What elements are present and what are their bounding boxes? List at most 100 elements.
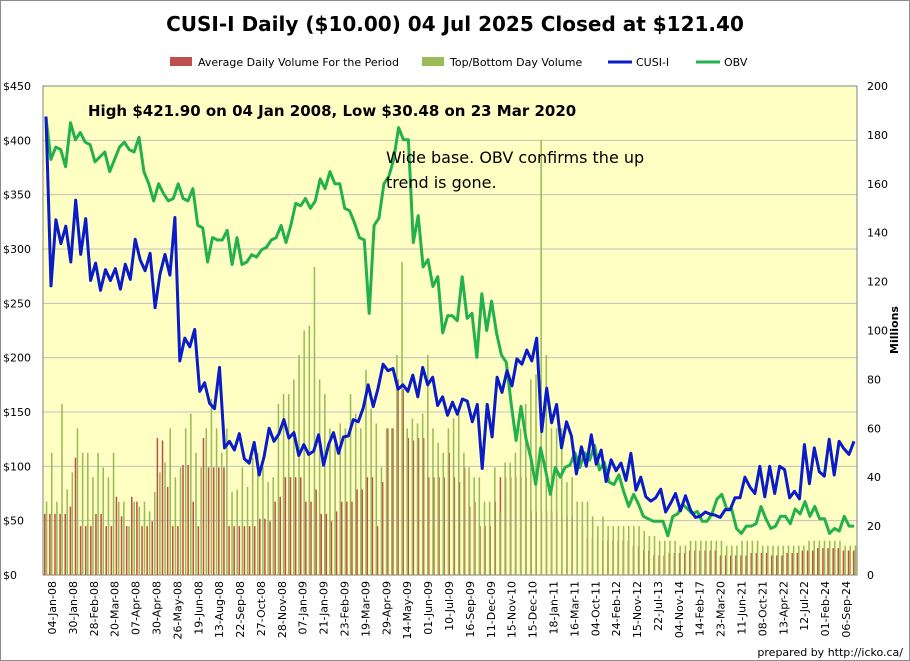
volume-bar: [715, 540, 718, 575]
volume-bar: [787, 545, 790, 575]
volume-bar: [59, 513, 61, 576]
volume-bar: [61, 403, 63, 575]
volume-bar: [740, 555, 742, 575]
volume-bar: [421, 413, 424, 575]
volume-bar: [97, 452, 99, 575]
left-tick-label: $50: [3, 515, 24, 528]
volume-bar: [463, 452, 465, 575]
x-tick-label: 22-Sep-08: [234, 581, 247, 638]
volume-bar: [190, 413, 192, 575]
volume-bar: [832, 548, 834, 575]
volume-bar: [236, 489, 238, 575]
volume-bar: [801, 550, 804, 575]
volume-bar: [49, 513, 51, 576]
volume-bar: [92, 477, 94, 575]
x-tick-label: 26-May-08: [171, 581, 184, 639]
volume-bar: [272, 477, 275, 575]
volume-bar: [293, 379, 295, 575]
x-tick-label: 07-Apr-08: [130, 581, 143, 635]
volume-bar: [45, 501, 48, 575]
volume-bar: [406, 428, 408, 575]
right-tick-label: 180: [867, 129, 888, 142]
volume-bar: [371, 477, 374, 575]
volume-bar: [849, 545, 852, 575]
top-bottom-volume-bars: [45, 139, 857, 576]
volume-bar: [736, 545, 738, 575]
volume-bar: [627, 526, 630, 575]
left-tick-label: $400: [3, 134, 31, 147]
x-tick-label: 01-Jun-09: [422, 581, 435, 635]
legend-label: OBV: [724, 56, 748, 69]
volume-bar: [375, 423, 378, 575]
volume-bar: [854, 545, 857, 575]
left-tick-label: $300: [3, 243, 31, 256]
x-tick-label: 11-Jun-21: [736, 581, 749, 635]
volume-bar: [607, 526, 609, 575]
volume-bar: [387, 428, 389, 575]
volume-bar: [433, 477, 435, 575]
left-tick-label: $450: [3, 80, 31, 93]
volume-bar: [392, 428, 394, 575]
volume-bar: [277, 403, 280, 575]
x-tick-label: 19-Jun-08: [192, 581, 205, 635]
right-tick-label: 100: [867, 325, 888, 338]
price-line: [44, 116, 856, 519]
volume-bar: [524, 403, 527, 575]
volume-bar: [148, 511, 151, 575]
volume-bar: [385, 428, 388, 575]
volume-bar: [166, 486, 169, 575]
volume-bar: [305, 501, 307, 575]
volume-bar: [837, 548, 840, 575]
volume-bar: [566, 482, 568, 575]
volume-bar: [146, 526, 148, 575]
obv-line: [44, 117, 854, 538]
volume-bar: [54, 513, 56, 576]
right-tick-label: 140: [867, 227, 888, 240]
volume-bar: [95, 513, 97, 576]
volume-bar: [71, 472, 74, 575]
volume-bar: [361, 489, 363, 575]
volume-bar: [442, 452, 445, 575]
volume-bar: [777, 545, 779, 575]
volume-bar: [679, 545, 682, 575]
volume-bar: [586, 501, 589, 575]
volume-bar: [417, 438, 420, 575]
volume-bar: [452, 418, 455, 575]
volume-bar: [396, 354, 398, 575]
right-tick-label: 40: [867, 471, 881, 484]
volume-bar: [241, 467, 244, 575]
volume-bar: [267, 482, 269, 575]
right-tick-label: 160: [867, 178, 888, 191]
volume-bar: [310, 501, 312, 575]
x-tick-label: 14-Feb-17: [694, 581, 707, 636]
volume-bar: [376, 526, 379, 575]
volume-bar: [112, 452, 115, 575]
volume-bar: [597, 526, 599, 575]
volume-bar: [141, 526, 143, 575]
volume-bar: [66, 489, 68, 575]
volume-bar: [100, 513, 102, 576]
volume-bar: [248, 526, 251, 575]
volume-bar: [365, 369, 367, 575]
volume-bar: [545, 354, 548, 575]
volume-bar: [390, 428, 393, 575]
volume-bar: [174, 477, 177, 575]
volume-bar: [346, 501, 348, 575]
x-tick-label: 04-Oct-11: [589, 581, 602, 636]
right-tick-label: 0: [867, 569, 874, 582]
volume-bar: [269, 521, 271, 575]
volume-bar: [731, 545, 733, 575]
volume-bar: [253, 526, 256, 575]
x-tick-label: 21-Jan-09: [318, 581, 331, 635]
right-tick-label: 80: [867, 373, 881, 386]
chart-title: CUSI-I Daily ($10.00) 04 Jul 2025 Closed…: [166, 12, 744, 36]
volume-bar: [107, 477, 110, 575]
volume-bar: [117, 501, 120, 575]
volume-bar: [340, 501, 343, 575]
left-axis-ticks: $0 $50 $100 $150 $200 $250 $300 $350 $400 $450: [3, 80, 31, 582]
volume-bar: [818, 540, 821, 575]
volume-bar: [750, 553, 753, 575]
x-tick-label: 06-Sep-24: [840, 581, 853, 638]
volume-bar: [205, 428, 208, 575]
volume-bar: [581, 501, 584, 575]
